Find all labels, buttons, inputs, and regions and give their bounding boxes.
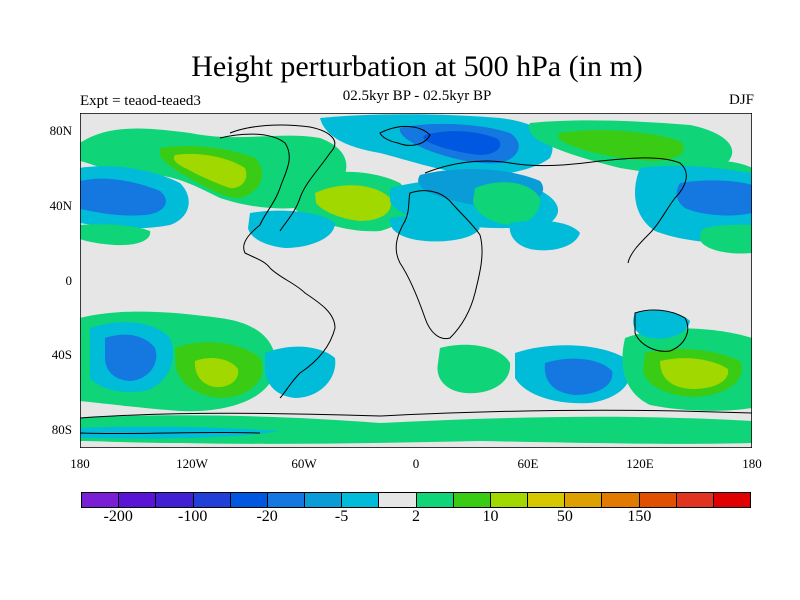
colorbar-box xyxy=(490,493,529,507)
colorbar-box xyxy=(639,493,677,507)
lon-label-120e: 120E xyxy=(626,456,654,471)
contour-light-green-middle-east xyxy=(473,182,541,225)
colorbar-box xyxy=(342,493,380,507)
contour-yellow-green-atlantic xyxy=(315,185,391,221)
page-title: Height perturbation at 500 hPa (in m) xyxy=(191,50,643,83)
colorbar-box xyxy=(602,493,640,507)
colorbar-box xyxy=(156,493,194,507)
colorbar-box xyxy=(565,493,603,507)
contour-light-blue-india xyxy=(509,220,580,251)
contour-map xyxy=(80,113,752,448)
colorbar-label: 10 xyxy=(482,508,499,525)
colorbar-label: 2 xyxy=(412,508,420,525)
subtitle: 02.5kyr BP - 02.5kyr BP xyxy=(342,88,492,104)
colorbar-label: -100 xyxy=(177,508,208,525)
contour-light-blue-gulf xyxy=(248,210,335,248)
lat-label-0: 0 xyxy=(65,273,73,288)
contour-yellow-green-australia xyxy=(660,358,729,389)
colorbar-label: -20 xyxy=(256,508,278,525)
lat-label-80s: 80S xyxy=(51,422,72,437)
contour-light-blue-tasman xyxy=(633,310,690,339)
lat-label-80n: 80N xyxy=(49,123,72,138)
colorbar-box xyxy=(305,493,343,507)
lon-label-60w: 60W xyxy=(291,456,317,471)
lon-label-120w: 120W xyxy=(176,456,208,471)
contour-light-blue-mediterranean xyxy=(389,216,480,242)
colorbar xyxy=(81,492,751,508)
season-label: DJF xyxy=(728,92,754,108)
contour-light-green-south-atlantic xyxy=(437,344,511,394)
colorbar-box xyxy=(713,493,751,507)
contour-light-green-east-pacific xyxy=(699,224,752,254)
contour-blue-north-pacific-east xyxy=(676,180,752,216)
colorbar-box xyxy=(230,493,268,507)
lon-label-60e: 60E xyxy=(517,456,539,471)
colorbar-box xyxy=(379,493,417,507)
colorbar-box xyxy=(193,493,231,507)
colorbar-box xyxy=(416,493,454,507)
coastlines xyxy=(80,124,752,435)
contour-yellow-green-south-pacific xyxy=(194,357,239,388)
colorbar-label: -5 xyxy=(334,508,349,525)
colorbar-label: 50 xyxy=(556,508,573,525)
contour-light-green-antarctic xyxy=(80,415,752,444)
contour-blue-indian-south xyxy=(544,358,613,395)
colorbar-box xyxy=(82,493,120,507)
colorbar-box xyxy=(267,493,306,507)
colorbar-label: -200 xyxy=(103,508,133,525)
colorbar-box xyxy=(119,493,157,507)
contour-deep-blue-arctic xyxy=(423,131,501,155)
contour-green-siberia xyxy=(558,130,684,161)
colorbar-box xyxy=(453,493,491,507)
lon-label-180w: 180 xyxy=(70,456,90,471)
lon-label-0: 0 xyxy=(412,456,420,471)
contour-light-green-subtropical-pacific xyxy=(80,224,151,246)
contour-yellow-green-pacific-north xyxy=(173,153,247,189)
lon-label-180e: 180 xyxy=(742,456,762,471)
experiment-label: Expt = teaod-teaed3 xyxy=(80,93,201,109)
contour-blue-south-pacific xyxy=(105,334,157,381)
lat-label-40n: 40N xyxy=(49,198,72,213)
colorbar-box xyxy=(528,493,566,507)
contour-blue-north-pacific xyxy=(80,178,166,216)
map-panel xyxy=(80,113,752,448)
lat-label-40s: 40S xyxy=(51,347,72,362)
colorbar-box xyxy=(676,493,714,507)
colorbar-label: 150 xyxy=(627,508,652,525)
